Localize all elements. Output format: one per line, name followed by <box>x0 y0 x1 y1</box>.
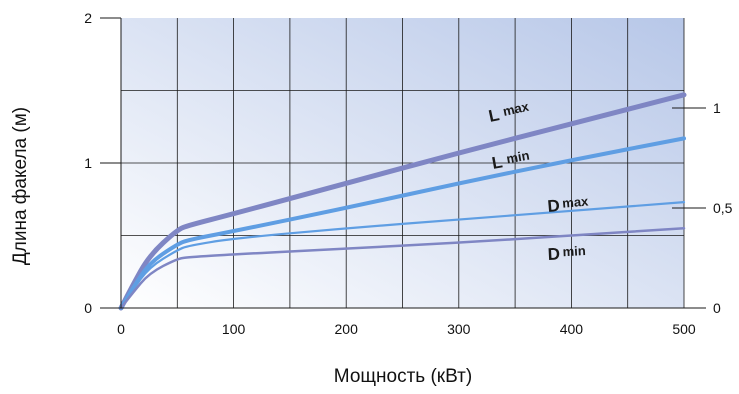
curve-label-subscript: min <box>562 243 586 259</box>
x-tick-label: 400 <box>560 321 584 337</box>
curve-label-letter: D <box>547 196 561 216</box>
y-axis-title: Длина факела (м) <box>10 107 31 265</box>
series-line-d-max <box>119 201 686 310</box>
left-y-tick-label: 2 <box>84 10 92 26</box>
curve-label-letter: L <box>487 105 501 126</box>
axes <box>100 17 706 309</box>
left-y-tick-label: 0 <box>84 300 92 316</box>
right-y-tick-label: 0,5 <box>713 200 733 216</box>
right-y-tick-label: 0 <box>713 300 721 316</box>
curve-label-subscript: max <box>562 193 590 210</box>
x-axis-title: Мощность (кВт) <box>334 366 472 387</box>
right-y-tick-label: 1 <box>713 100 721 116</box>
x-tick-label: 200 <box>335 321 359 337</box>
curve-label-subscript: min <box>505 148 530 167</box>
curve-label-subscript: max <box>502 99 531 119</box>
left-y-tick-label: 1 <box>84 155 92 171</box>
series-line-l-max <box>118 92 687 311</box>
x-tick-label: 500 <box>672 321 696 337</box>
x-tick-label: 300 <box>447 321 471 337</box>
tick-labels: 0 100 200 300 400 500 0 1 2 0 0,5 1 <box>84 10 732 337</box>
series-line-l-min <box>119 136 686 310</box>
series-layer <box>118 92 687 311</box>
series-line-d-min <box>119 227 686 310</box>
curve-label-letter: D <box>547 244 560 264</box>
x-tick-label: 100 <box>222 321 246 337</box>
x-tick-label: 0 <box>117 321 125 337</box>
curve-label-letter: L <box>490 152 504 173</box>
